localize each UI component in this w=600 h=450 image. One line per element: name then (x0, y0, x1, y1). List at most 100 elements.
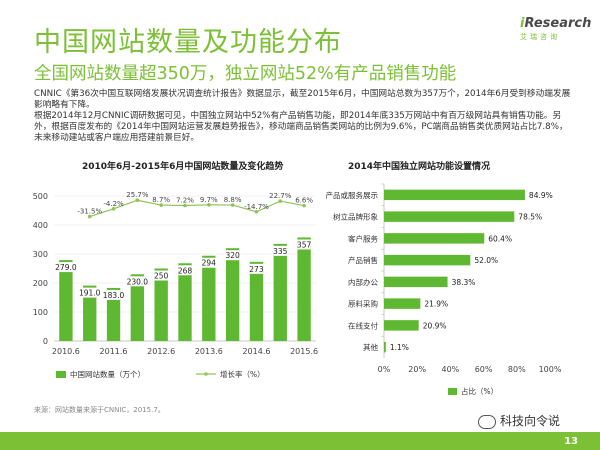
left-chart-title: 2010年6月-2015年6月中国网站数量及变化趋势 (82, 162, 284, 172)
growth-label: -31.5% (77, 208, 102, 216)
page-number: 13 (564, 436, 578, 447)
bar-label-bg (273, 245, 287, 256)
hbar-其他 (384, 341, 386, 353)
growth-label: 7.2% (176, 197, 194, 205)
value-label: 60.4% (488, 234, 512, 243)
logo-wordmark: iResearch (520, 16, 591, 31)
wechat-icon (478, 414, 496, 429)
growth-label: -14.7% (244, 203, 269, 211)
logo-i: i (520, 16, 525, 31)
x-tick-label: 100% (539, 365, 562, 374)
x-tick-label: 2012.6 (147, 347, 175, 356)
growth-point (302, 203, 306, 208)
bar-2014.12 (273, 243, 287, 341)
category-label: 产品或服务展示 (326, 190, 379, 200)
legend-line-marker (204, 372, 208, 376)
body-paragraph-2: 根据2014年12月CNNIC调研数据可见，中国独立网站中52%有产品销售功能，… (34, 111, 568, 143)
value-label: 52.0% (474, 256, 498, 265)
bar-2015.6 (297, 237, 311, 341)
value-label: 78.5% (518, 213, 542, 222)
iresearch-logo: iResearch 艾瑞咨询 (520, 16, 591, 52)
growth-label: -4.2% (103, 200, 124, 208)
x-tick-label: 0% (378, 365, 391, 374)
category-label: 客户服务 (348, 233, 378, 243)
growth-point (135, 198, 140, 203)
watermark-text: 科技向令说 (500, 414, 561, 428)
growth-label: 8.8% (224, 196, 242, 204)
bar-value-label: 273 (249, 265, 264, 274)
bar-label-bg (106, 289, 121, 300)
legend-swatch (448, 388, 457, 395)
source-note: 来源：网站数量来源于CNNIC，2015.7。 (34, 406, 165, 414)
value-label: 1.1% (390, 343, 409, 352)
x-tick-label: 2015.6 (290, 347, 318, 356)
growth-point (230, 203, 235, 207)
bar-label-bg (202, 257, 216, 268)
x-tick-label: 2010.6 (52, 347, 80, 356)
y-tick-label: 200 (33, 279, 48, 288)
hbar-客户服务 (384, 233, 485, 244)
growth-label: 25.7% (126, 191, 149, 199)
growth-label: 22.7% (269, 192, 292, 200)
logo-research: Research (524, 16, 592, 31)
bar-2012.6 (154, 268, 168, 341)
value-label: 21.9% (424, 300, 448, 309)
bar-2010.6 (59, 260, 73, 341)
y-tick-label: 400 (33, 221, 48, 230)
bar-2013.12 (225, 248, 240, 341)
growth-label: 6.6% (295, 197, 313, 205)
x-tick-label: 40% (442, 365, 460, 374)
hbar-内部办公 (384, 276, 448, 288)
y-tick-label: 300 (33, 250, 48, 259)
bar-value-label: 268 (178, 266, 193, 275)
bar-label-bg (178, 265, 192, 276)
hbar-产品销售 (384, 254, 471, 266)
legend-line-label: 增长率（%） (220, 369, 265, 379)
bar-value-label: 357 (297, 240, 312, 249)
bar-2012.12 (178, 263, 192, 341)
x-tick-label: 20% (408, 365, 426, 374)
growth-point (278, 199, 283, 203)
right-chart-title: 2014年中国独立网站功能设置情况 (348, 162, 491, 172)
value-label: 20.9% (423, 321, 447, 330)
footer-bar (0, 432, 600, 450)
legend-bar-label: 中国网站数量（万个） (70, 369, 145, 379)
y-tick-label: 500 (33, 192, 48, 201)
bar-2011.6 (106, 287, 121, 341)
hbar-树立品牌形象 (384, 211, 515, 222)
y-tick-label: 0 (43, 337, 48, 346)
bar-label-bg (83, 287, 97, 298)
watermark: 科技向令说 (478, 412, 560, 429)
bar-label-bg (130, 276, 145, 287)
value-label: 38.3% (452, 278, 476, 287)
y-tick-label: 100 (33, 308, 48, 317)
bar-label-bg (154, 270, 168, 281)
bar-value-label: 183.0 (103, 291, 125, 300)
bar-label-bg (249, 263, 264, 274)
growth-point (183, 203, 187, 208)
legend-label: 占比（%） (461, 386, 498, 396)
category-label: 产品销售 (348, 255, 378, 265)
category-label: 内部办公 (348, 277, 378, 287)
growth-point (111, 206, 116, 211)
bar-value-label: 250 (154, 272, 169, 281)
bar-value-label: 320 (225, 251, 240, 260)
bar-label-bg (59, 262, 73, 273)
category-label: 在线支付 (348, 320, 378, 330)
bar-value-label: 230.0 (127, 277, 149, 286)
bar-value-label: 279.0 (55, 263, 77, 272)
bar-value-label: 191.0 (79, 289, 101, 298)
value-label: 84.9% (529, 191, 553, 200)
hbar-原料采购 (384, 298, 421, 309)
legend-bar-swatch (56, 371, 66, 378)
bar-value-label: 335 (273, 247, 288, 256)
page-subtitle: 全国网站数量超350万，独立网站52%有产品销售功能 (34, 64, 457, 84)
x-tick-label: 2014.6 (242, 347, 270, 356)
growth-label: 8.7% (152, 196, 170, 204)
bar-2010.12 (83, 285, 97, 341)
bar-2013.6 (202, 255, 216, 341)
growth-point (207, 203, 211, 207)
body-text: CNNIC《第36次中国互联网络发展状况调查统计报告》数据显示，截至2015年6… (34, 89, 574, 144)
growth-point (87, 214, 92, 219)
